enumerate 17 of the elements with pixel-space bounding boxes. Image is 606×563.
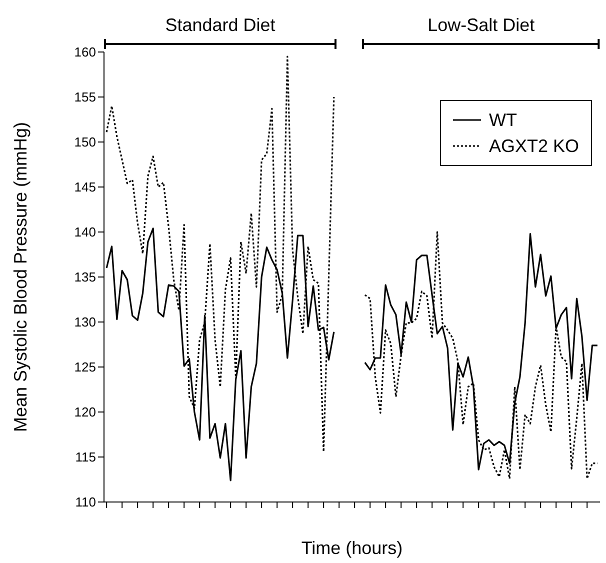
text: Low-Salt Diet (428, 15, 535, 35)
y-tick-label: 145 (74, 180, 96, 195)
y-axis-title: Mean Systolic Blood Pressure (mmHg) (10, 122, 30, 432)
text: Standard Diet (165, 15, 276, 35)
legend-label: AGXT2 KO (488, 136, 579, 156)
y-tick-label: 150 (74, 134, 96, 150)
y-tick-label: 120 (74, 404, 96, 420)
y-tick-label: 155 (74, 90, 96, 105)
y-tick-label: 125 (74, 360, 96, 375)
y-tick-label: 130 (74, 314, 96, 330)
y-tick-label: 115 (75, 450, 96, 465)
x-axis-title: Time (hours) (301, 538, 403, 558)
legend-label: WT (488, 110, 517, 130)
y-tick-label: 135 (74, 270, 96, 285)
y-tick-label: 160 (74, 44, 96, 60)
y-tick-label: 140 (74, 224, 96, 240)
y-tick-label: 110 (75, 494, 96, 510)
